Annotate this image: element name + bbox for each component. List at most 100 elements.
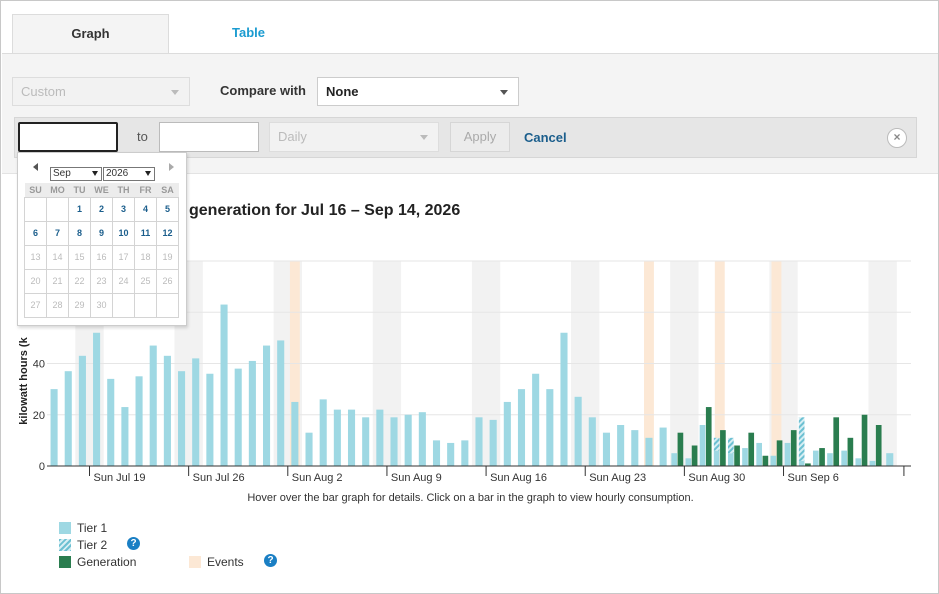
bar-tier1 xyxy=(135,376,143,466)
legend-events: Events xyxy=(207,555,244,569)
interval-select[interactable]: Daily xyxy=(269,122,439,152)
range-select[interactable]: Custom xyxy=(12,77,190,106)
bar-tier1 xyxy=(305,432,313,466)
calendar-day: 21 xyxy=(46,268,69,294)
bar-generation xyxy=(790,430,797,466)
calendar-week: 13 14 15 16 17 18 19 xyxy=(24,244,179,270)
calendar-grid: SU MO TU WE TH FR SA 1 2 3 4 5 6 7 8 9 10 11 12 13 14 15 16 17… xyxy=(24,183,179,318)
bar-tier1 xyxy=(93,332,101,466)
y-tick-label: 40 xyxy=(33,359,45,371)
bar-tier1 xyxy=(503,401,511,466)
calendar-day: 14 xyxy=(46,244,69,270)
calendar-day[interactable]: 2 xyxy=(90,196,113,222)
calendar-day[interactable]: 9 xyxy=(90,220,113,246)
interval-select-value: Daily xyxy=(278,129,307,144)
calendar-day[interactable]: 1 xyxy=(68,196,91,222)
chevron-down-icon xyxy=(171,90,179,95)
bar-tier1 xyxy=(841,450,847,466)
bar-generation xyxy=(734,445,740,466)
chevron-right-icon[interactable] xyxy=(169,163,174,171)
chart-title-text: generation for Jul 16 – Sep 14, 2026 xyxy=(189,202,461,219)
compare-select-value: None xyxy=(326,84,359,99)
bar-tier1 xyxy=(671,453,678,466)
bar-tier1 xyxy=(376,409,384,466)
legend-swatch-tier2 xyxy=(59,539,71,551)
bar-tier1 xyxy=(475,417,483,466)
legend-swatch-tier1 xyxy=(59,522,71,534)
calendar-day: 22 xyxy=(68,268,91,294)
calendar-empty-cell xyxy=(112,292,135,318)
bar-generation xyxy=(677,432,684,466)
bar-tier1 xyxy=(489,419,497,466)
bar-tier1 xyxy=(333,409,341,466)
bar-generation xyxy=(861,414,868,466)
calendar-day[interactable]: 4 xyxy=(134,196,157,222)
date-range-row: to Daily Apply Cancel × xyxy=(14,117,917,158)
bar-tier1 xyxy=(798,460,805,466)
bar-generation xyxy=(720,430,726,466)
close-circle-icon[interactable]: × xyxy=(887,128,907,148)
help-icon[interactable]: ? xyxy=(264,554,277,567)
bar-generation xyxy=(691,445,698,466)
y-axis-label: kilowatt hours (k xyxy=(18,336,30,424)
bar-tier1 xyxy=(602,432,611,466)
bar-tier1 xyxy=(742,448,748,466)
help-icon[interactable]: ? xyxy=(127,537,140,550)
bar-tier2 xyxy=(798,417,805,461)
chevron-down-icon xyxy=(500,90,508,95)
x-tick-label: Sun Jul 26 xyxy=(193,472,245,484)
bar-tier1 xyxy=(784,442,791,466)
bar-generation xyxy=(875,425,882,466)
year-select[interactable]: 2026 xyxy=(103,167,155,181)
x-tick-label: Sun Aug 16 xyxy=(490,472,547,484)
calendar-day: 19 xyxy=(156,244,179,270)
calendar-day[interactable]: 7 xyxy=(46,220,69,246)
calendar-day: 20 xyxy=(24,268,47,294)
bar-tier1 xyxy=(645,437,653,466)
bar-tier1 xyxy=(770,455,777,466)
calendar-day[interactable]: 3 xyxy=(112,196,135,222)
bar-tier1 xyxy=(121,407,129,466)
bar-tier1 xyxy=(78,355,86,466)
bar-generation xyxy=(748,432,755,466)
calendar-day[interactable]: 6 xyxy=(24,220,47,246)
bar-generation xyxy=(762,455,769,466)
bar-tier1 xyxy=(886,453,894,466)
bar-tier1 xyxy=(588,417,596,466)
x-tick-label: Sun Sep 6 xyxy=(788,472,839,484)
bar-generation xyxy=(805,463,811,466)
cancel-link[interactable]: Cancel xyxy=(524,130,567,145)
bar-tier1 xyxy=(685,458,692,466)
bar-tier1 xyxy=(461,440,469,466)
calendar-day: 28 xyxy=(46,292,69,318)
weekday-row: SU MO TU WE TH FR SA xyxy=(24,183,179,197)
from-date-input[interactable] xyxy=(18,122,118,152)
calendar-day: 26 xyxy=(156,268,179,294)
bar-generation xyxy=(833,417,840,466)
tab-table[interactable]: Table xyxy=(232,25,265,40)
compare-select[interactable]: None xyxy=(317,77,519,106)
apply-button[interactable]: Apply xyxy=(450,122,510,152)
calendar-day[interactable]: 8 xyxy=(68,220,91,246)
calendar-week: 27 28 29 30 xyxy=(24,292,179,318)
legend-swatch-generation xyxy=(59,556,71,568)
bar-tier1 xyxy=(659,427,667,466)
bar-tier1 xyxy=(432,440,441,466)
month-select[interactable]: Sep xyxy=(50,167,102,181)
calendar-day[interactable]: 5 xyxy=(156,196,179,222)
calendar-day: 24 xyxy=(112,268,135,294)
calendar-day[interactable]: 11 xyxy=(134,220,157,246)
filter-panel: Custom Compare with None to Daily Apply … xyxy=(2,53,938,174)
calendar-day[interactable]: 12 xyxy=(156,220,179,246)
chevron-left-icon[interactable] xyxy=(33,163,38,171)
tab-graph[interactable]: Graph xyxy=(12,14,169,55)
x-tick-label: Sun Aug 23 xyxy=(589,472,646,484)
calendar-day: 18 xyxy=(134,244,157,270)
weekday-label: SA xyxy=(156,183,179,197)
legend-tier2: Tier 2 xyxy=(77,538,108,552)
bar-generation xyxy=(705,407,712,466)
to-date-input[interactable] xyxy=(159,122,259,152)
bar-tier1 xyxy=(149,345,157,466)
calendar-day[interactable]: 10 xyxy=(112,220,135,246)
bar-tier1 xyxy=(319,399,327,466)
